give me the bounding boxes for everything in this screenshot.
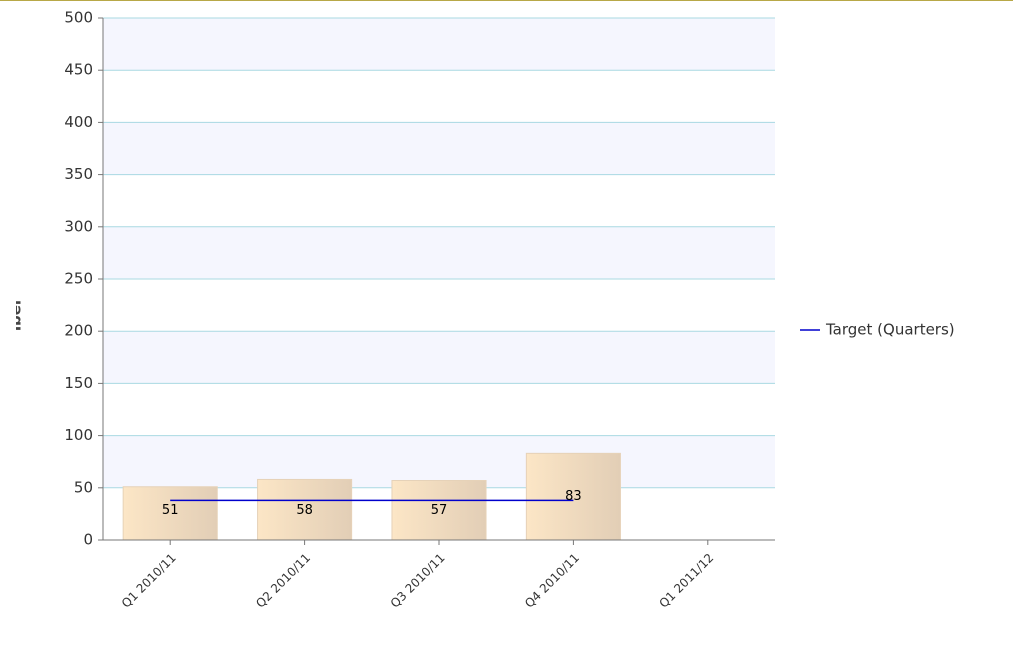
x-tick-label: Q1 2011/12 bbox=[656, 551, 716, 611]
y-tick-label: 50 bbox=[74, 478, 93, 496]
y-tick-label: 150 bbox=[64, 374, 93, 392]
data-label: 83 bbox=[565, 489, 582, 504]
y-tick-label: 200 bbox=[64, 322, 93, 340]
x-tick-label: Q2 2010/11 bbox=[253, 551, 313, 611]
y-tick-label: 100 bbox=[64, 426, 93, 444]
y-tick-label: 450 bbox=[64, 61, 93, 79]
x-tick-label: Q4 2010/11 bbox=[522, 551, 582, 611]
y-tick-label: 300 bbox=[64, 217, 93, 235]
y-tick-label: 250 bbox=[64, 270, 93, 288]
plot-band bbox=[103, 226, 775, 279]
plot-band bbox=[103, 18, 775, 71]
y-tick-label: 500 bbox=[64, 9, 93, 27]
bar bbox=[525, 452, 621, 541]
plot-band bbox=[103, 435, 775, 488]
y-tick-label: 350 bbox=[64, 165, 93, 183]
y-axis-label: venting Homelessness - number of househo… bbox=[7, 90, 25, 570]
plot-band bbox=[103, 331, 775, 384]
plot-band bbox=[103, 122, 775, 175]
bar bbox=[122, 486, 218, 541]
data-label: 51 bbox=[162, 503, 179, 518]
data-label: 58 bbox=[296, 503, 313, 518]
x-tick-label: Q3 2010/11 bbox=[388, 551, 448, 611]
legend-label: Target (Quarters) bbox=[825, 321, 955, 339]
y-tick-label: 0 bbox=[83, 531, 93, 549]
y-tick-label: 400 bbox=[64, 113, 93, 131]
x-tick-label: Q1 2010/11 bbox=[119, 551, 179, 611]
data-label: 57 bbox=[431, 503, 448, 518]
bar bbox=[257, 478, 353, 541]
